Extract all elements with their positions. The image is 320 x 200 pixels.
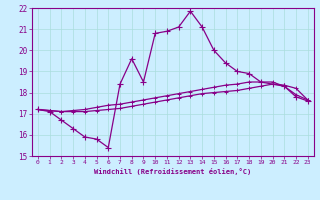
X-axis label: Windchill (Refroidissement éolien,°C): Windchill (Refroidissement éolien,°C) xyxy=(94,168,252,175)
